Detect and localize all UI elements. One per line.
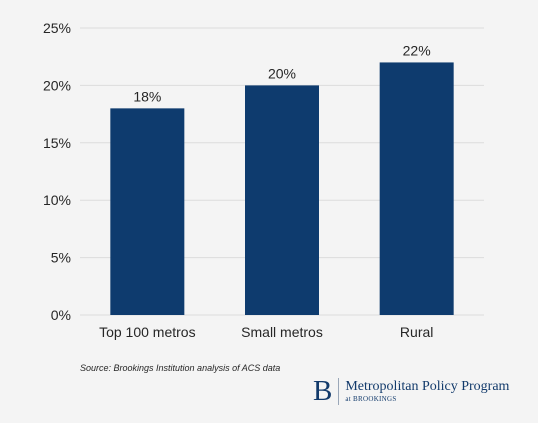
x-category-label: Top 100 metros	[99, 324, 196, 340]
y-tick-label: 20%	[43, 77, 71, 93]
source-note: Source: Brookings Institution analysis o…	[80, 363, 281, 373]
bar	[110, 108, 185, 315]
bar-data-label: 22%	[403, 42, 431, 58]
brand-name: Metropolitan Policy Program	[345, 378, 510, 394]
brand-subtitle: at BROOKINGS	[345, 394, 397, 403]
x-axis-categories: Top 100 metros Small metros Rural	[99, 324, 433, 340]
brand-logo-block: B Metropolitan Policy Program at BROOKIN…	[313, 376, 509, 406]
bar-data-label: 20%	[268, 65, 296, 81]
y-tick-label: 25%	[43, 20, 71, 36]
bar	[245, 85, 319, 316]
y-tick-label: 5%	[51, 250, 71, 266]
bars	[110, 62, 454, 316]
x-category-label: Small metros	[241, 324, 323, 340]
brookings-b-logo: B	[313, 375, 333, 407]
y-axis-ticks: 0% 5% 10% 15% 20% 25%	[43, 20, 71, 323]
y-tick-label: 15%	[43, 135, 71, 151]
x-category-label: Rural	[400, 324, 433, 340]
bar	[379, 62, 454, 315]
brand-divider	[338, 377, 340, 405]
y-tick-label: 0%	[51, 307, 71, 323]
data-labels: 18% 20% 22%	[133, 42, 430, 104]
brand-text: Metropolitan Policy Program at BROOKINGS	[345, 379, 509, 404]
y-tick-label: 10%	[43, 192, 71, 208]
bar-data-label: 18%	[133, 88, 161, 104]
